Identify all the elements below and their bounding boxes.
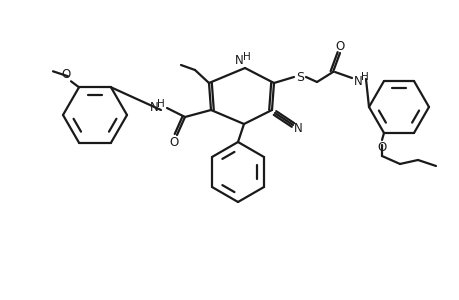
Text: O: O: [335, 40, 344, 52]
Text: H: H: [243, 52, 250, 62]
Text: N: N: [353, 74, 362, 88]
Text: N: N: [293, 122, 302, 134]
Text: O: O: [376, 142, 386, 154]
Text: O: O: [169, 136, 178, 148]
Text: H: H: [157, 99, 164, 109]
Text: O: O: [61, 68, 71, 81]
Text: S: S: [295, 70, 303, 83]
Text: H: H: [360, 72, 368, 82]
Text: N: N: [234, 53, 243, 67]
Text: N: N: [149, 100, 158, 113]
